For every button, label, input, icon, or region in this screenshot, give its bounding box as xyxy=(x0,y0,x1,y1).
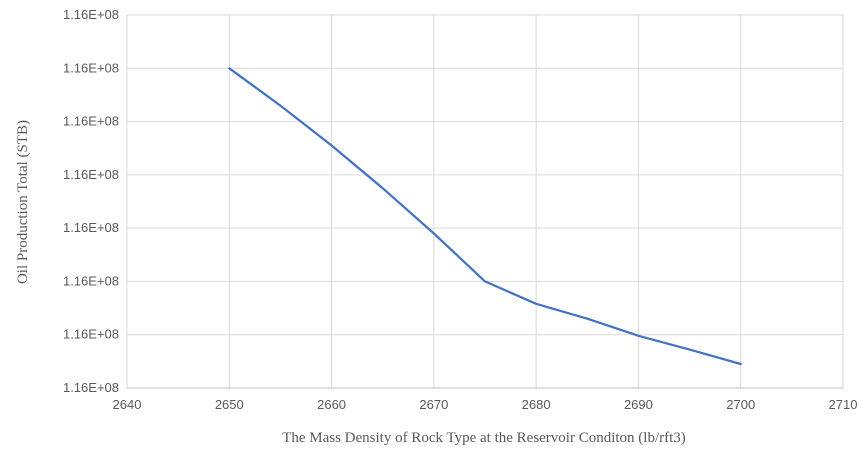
x-axis-title: The Mass Density of Rock Type at the Res… xyxy=(282,430,686,446)
x-tick-label: 2680 xyxy=(522,397,551,412)
x-tick-label: 2640 xyxy=(113,397,142,412)
y-tick-label: 1.16E+08 xyxy=(63,220,119,235)
y-tick-label: 1.16E+08 xyxy=(63,380,119,395)
y-tick-label: 1.16E+08 xyxy=(63,114,119,129)
y-tick-label: 1.16E+08 xyxy=(63,273,119,288)
gridlines xyxy=(126,14,844,389)
x-axis-tick-labels: 2640 2650 2660 2670 2680 2690 2700 2710 xyxy=(113,397,858,412)
x-tick-label: 2690 xyxy=(624,397,653,412)
y-tick-label: 1.16E+08 xyxy=(63,60,119,75)
y-tick-label: 1.16E+08 xyxy=(63,167,119,182)
x-tick-label: 2660 xyxy=(317,397,346,412)
y-tick-label: 1.16E+08 xyxy=(63,327,119,342)
x-tick-label: 2670 xyxy=(419,397,448,412)
x-tick-label: 2650 xyxy=(215,397,244,412)
x-tick-label: 2710 xyxy=(829,397,858,412)
y-axis-tick-labels: 1.16E+08 1.16E+08 1.16E+08 1.16E+08 1.16E+08… xyxy=(63,7,119,395)
y-tick-label: 1.16E+08 xyxy=(63,7,119,22)
series-lines xyxy=(228,67,742,366)
series-line xyxy=(228,67,742,366)
x-tick-label: 2700 xyxy=(726,397,755,412)
y-axis-title: Oil Production Total (STB) xyxy=(15,120,31,284)
